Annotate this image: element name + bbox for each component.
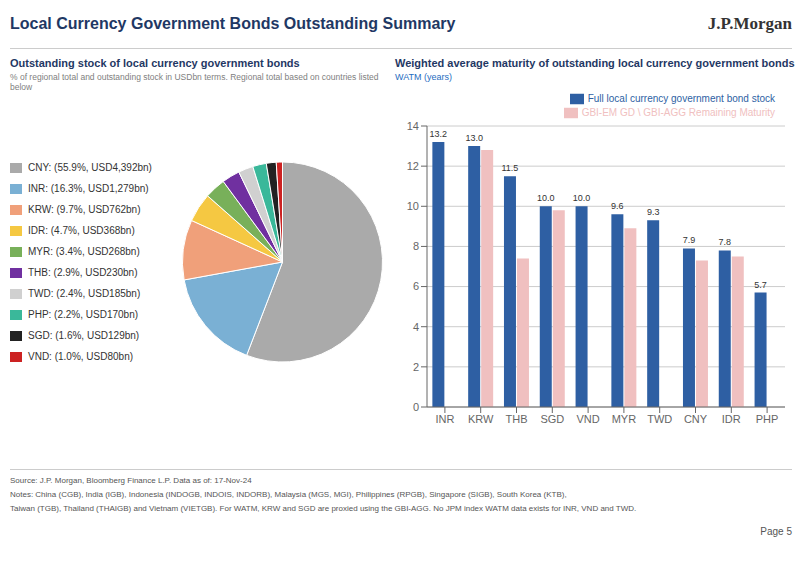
svg-text:INR: INR — [435, 413, 454, 425]
html-text:MYR: (3.4%, USD268bn): MYR: (3.4%, USD268bn) — [28, 246, 140, 257]
svg-text:THB: THB — [506, 413, 528, 425]
svg-text:11.5: 11.5 — [502, 163, 519, 173]
svg-text:9.3: 9.3 — [647, 207, 660, 217]
html-text:KRW: (9.7%, USD762bn): KRW: (9.7%, USD762bn) — [28, 204, 141, 215]
svg-text:12: 12 — [407, 160, 419, 172]
html-text:SGD: (1.6%, USD129bn): SGD: (1.6%, USD129bn) — [28, 330, 140, 341]
svg-text:0: 0 — [413, 401, 419, 413]
svg-text:5.7: 5.7 — [754, 280, 767, 290]
html-text:Outstanding stock of local cur: Outstanding stock of local currency gove… — [10, 57, 300, 69]
svg-text:TWD: TWD — [647, 413, 672, 425]
svg-text:4: 4 — [413, 321, 419, 333]
html-text:Full local currency government: Full local currency government bond stoc… — [587, 92, 775, 104]
svg-text:KRW: KRW — [468, 413, 494, 425]
html-text:CNY: (55.9%, USD4,392bn): CNY: (55.9%, USD4,392bn) — [28, 162, 152, 173]
svg-text:VND: VND — [576, 413, 599, 425]
html-text:THB: (2.9%, USD230bn): THB: (2.9%, USD230bn) — [28, 267, 138, 278]
html-text:J.P.Morgan: J.P.Morgan — [707, 14, 792, 33]
svg-text:13.2: 13.2 — [430, 129, 448, 139]
svg-text:7.9: 7.9 — [683, 235, 696, 245]
svg-text:10: 10 — [407, 200, 419, 212]
svg-text:9.6: 9.6 — [611, 201, 624, 211]
svg-text:IDR: IDR — [722, 413, 741, 425]
html-text:Source: J.P. Morgan, Bloomberg: Source: J.P. Morgan, Bloomberg Finance L… — [10, 476, 252, 485]
html-text:Weighted average maturity of o: Weighted average maturity of outstanding… — [395, 57, 795, 69]
html-text:GBI-EM GD \ GBI-AGG Remaining: GBI-EM GD \ GBI-AGG Remaining Maturity — [581, 106, 775, 118]
svg-text:7.8: 7.8 — [719, 237, 732, 247]
svg-text:CNY: CNY — [684, 413, 708, 425]
svg-text:6: 6 — [413, 280, 419, 292]
svg-text:MYR: MYR — [612, 413, 637, 425]
svg-text:8: 8 — [413, 240, 419, 252]
html-text:PHP: (2.2%, USD170bn): PHP: (2.2%, USD170bn) — [28, 309, 139, 320]
svg-text:SGD: SGD — [540, 413, 564, 425]
svg-text:13.0: 13.0 — [465, 133, 483, 143]
svg-text:10.0: 10.0 — [537, 193, 555, 203]
html-text:INR: (16.3%, USD1,279bn): INR: (16.3%, USD1,279bn) — [28, 183, 149, 194]
html-text:IDR: (4.7%, USD368bn): IDR: (4.7%, USD368bn) — [28, 225, 135, 236]
svg-text:2: 2 — [413, 361, 419, 373]
html-text:Notes: China (CGB), India (IGB: Notes: China (CGB), India (IGB), Indones… — [10, 490, 567, 499]
svg-text:10.0: 10.0 — [573, 193, 591, 203]
html-text:WATM (years): WATM (years) — [395, 72, 452, 82]
html-text:Page 5: Page 5 — [760, 526, 792, 537]
html-text:TWD: (2.4%, USD185bn): TWD: (2.4%, USD185bn) — [28, 288, 141, 299]
html-text:VND: (1.0%, USD80bn): VND: (1.0%, USD80bn) — [28, 351, 133, 362]
svg-text:PHP: PHP — [756, 413, 779, 425]
html-text:% of regional total and outsta: % of regional total and outstanding stoc… — [10, 72, 379, 92]
svg-text:14: 14 — [407, 120, 419, 132]
html-text:Local Currency Government Bond: Local Currency Government Bonds Outstand… — [10, 15, 456, 32]
html-text:Taiwan (TGB), Thailand (THAIGB: Taiwan (TGB), Thailand (THAIGB) and Viet… — [10, 504, 637, 513]
